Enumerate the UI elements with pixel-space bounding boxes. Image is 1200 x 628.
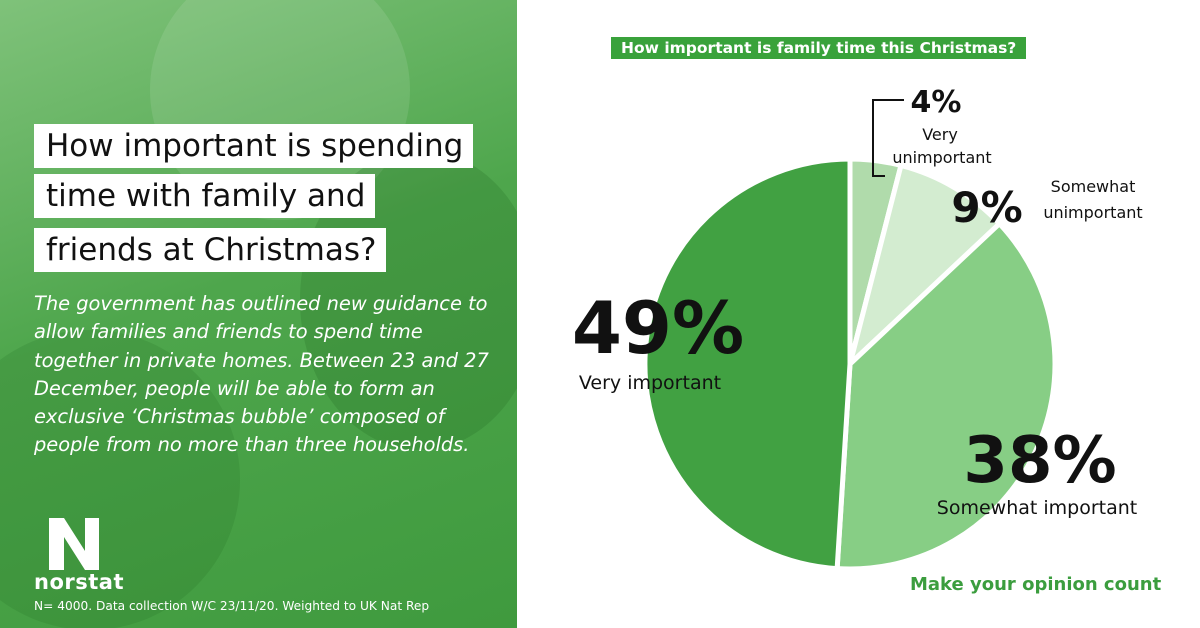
headline-line-1: How important is spending [34, 124, 474, 168]
data-label-somewhat-unimportant: 9% [951, 183, 1022, 232]
category-label-somewhat-important: Somewhat important [937, 497, 1137, 519]
pie-slice-somewhat-unimportant [847, 162, 1002, 367]
pie-slice-somewhat-important [834, 221, 1058, 572]
photo-shade [0, 330, 240, 628]
norstat-logo-icon [49, 518, 99, 570]
category-label-somewhat-unimportant-line-1: Somewhat [1051, 177, 1136, 196]
footnote: N= 4000. Data collection W/C 23/11/20. W… [34, 599, 430, 613]
hero-panel: How important is spending time with fami… [0, 0, 517, 628]
category-label-very-unimportant-line-1: Very [922, 125, 958, 144]
chart-title: How important is family time this Christ… [611, 37, 1027, 59]
data-label-very-important: 49% [572, 286, 744, 370]
headline-line-3: friends at Christmas? [34, 228, 387, 272]
brand-name: norstat [34, 570, 124, 594]
body-paragraph: The government has outlined new guidance… [34, 292, 489, 457]
data-label-somewhat-important: 38% [963, 424, 1116, 498]
category-label-very-unimportant-line-2: unimportant [892, 148, 991, 167]
category-label-very-important: Very important [579, 372, 721, 394]
data-label-very-unimportant: 4% [911, 85, 962, 120]
headline-line-2: time with family and [34, 174, 376, 218]
leader-line [872, 99, 904, 177]
cta-text: Make your opinion count [910, 574, 1162, 595]
category-label-somewhat-unimportant-line-2: unimportant [1043, 203, 1142, 222]
pie-slice-very-important [642, 156, 853, 572]
